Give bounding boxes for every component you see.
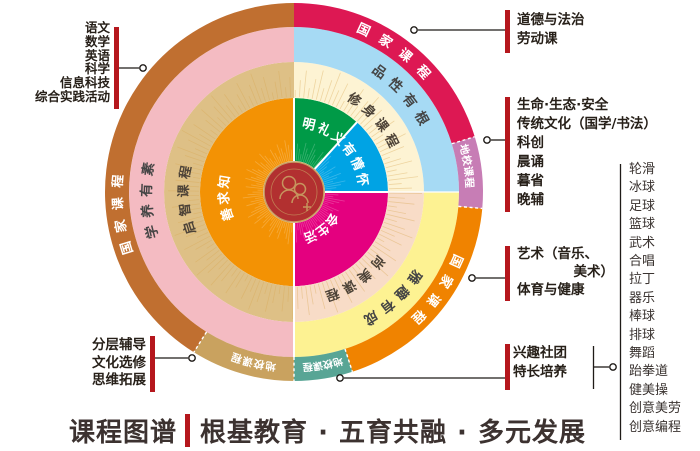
center-badge — [263, 161, 325, 223]
club-activity-item: 武术 — [629, 235, 656, 251]
callout-bar-national-left — [114, 27, 119, 109]
wheel-segment-course-groups — [164, 62, 294, 322]
callout-bar-school-right — [505, 97, 510, 212]
course-label: 兴趣社团 — [513, 345, 567, 361]
callout-national-subjects-top-right: 道德与法治 劳动课 — [517, 11, 585, 49]
wheel-segment-core-values — [314, 122, 388, 192]
course-label: 传统文化（国学/书法） — [517, 116, 657, 132]
poster-footer: 课程图谱 根基教育 · 五育共融 · 多元发展 — [69, 412, 586, 449]
club-activity-list: 轮滑冰球足球篮球武术合唱拉丁器乐棒球排球舞蹈跆拳道健美操创意美劳创意编程 — [629, 161, 681, 437]
wheel-segment-course-types — [193, 331, 294, 381]
wheel-segment-course-types — [451, 136, 483, 209]
sunburst-rays-inner — [242, 140, 346, 245]
callout-bar-school-left — [150, 336, 155, 392]
wheel-segment-course-types — [294, 3, 475, 144]
club-activity-item: 轮滑 — [629, 162, 656, 177]
segment-divider — [458, 205, 483, 210]
callout-connector-dot — [139, 64, 147, 72]
callout-connector-dot — [483, 136, 491, 144]
footer-title: 课程图谱 — [69, 418, 178, 448]
club-activity-item: 跆拳道 — [629, 364, 669, 380]
course-label: 文化选修 — [92, 354, 146, 371]
callout-bar-art-pe — [505, 246, 510, 301]
callout-connector-dot — [468, 274, 476, 282]
callout-connector-dot — [188, 354, 196, 362]
club-activity-item: 棒球 — [629, 309, 656, 325]
subject-label: 科学 — [84, 61, 110, 77]
club-activity-item: 篮球 — [629, 217, 656, 233]
callout-art-pe: 艺术（音乐、美术） 体育与健康 — [517, 245, 614, 299]
club-activity-item: 健美操 — [629, 382, 669, 398]
course-label: 晨诵 — [517, 154, 544, 170]
subject-label: 道德与法治 — [517, 12, 585, 28]
segment-divider — [344, 348, 354, 372]
club-activity-item: 创意编程 — [629, 419, 682, 435]
course-label: 分层辅导 — [92, 337, 146, 353]
wheel-segment-core-values — [200, 98, 294, 286]
club-activity-item: 足球 — [629, 198, 656, 214]
callout-connector-dot — [609, 363, 617, 371]
footer-slogan: 根基教育 · 五育共融 · 多元发展 — [200, 418, 586, 448]
subject-label: 艺术（音乐、 — [517, 246, 598, 262]
segment-divider — [451, 136, 475, 145]
subject-label: 数学 — [84, 33, 110, 49]
wheel-segment-mottos — [294, 27, 459, 192]
footer-divider-bar — [185, 414, 191, 447]
club-activity-item: 拉丁 — [629, 272, 656, 288]
course-label: 暮省 — [517, 173, 544, 189]
wheel-segment-label: 善求知 — [216, 172, 238, 223]
wheel-segment-course-types — [105, 3, 294, 353]
course-label: 特长培养 — [513, 364, 567, 380]
wheel-segment-course-types — [344, 206, 483, 372]
subject-label: 语文 — [84, 20, 110, 35]
wheel-segment-mottos — [294, 192, 459, 357]
wheel-segment-course-groups — [294, 192, 424, 322]
course-label: 科创 — [517, 135, 544, 151]
wheel-segment-course-types — [294, 348, 353, 381]
callout-bar-clubs — [505, 344, 510, 390]
course-label: 晚辅 — [517, 192, 544, 208]
callout-national-subjects-left: 语文 数学 英语 科学 信息科技 综合实践活动 — [35, 21, 110, 104]
segment-divider — [313, 121, 358, 170]
sunburst-rays — [168, 70, 422, 319]
subject-label: 信息科技 — [59, 75, 110, 91]
subject-label: 美术） — [573, 264, 615, 280]
wheel-segment-core-values — [294, 192, 388, 286]
callout-school-courses-left: 分层辅导 文化选修 思维拓展 — [92, 337, 146, 390]
subject-label: 体育与健康 — [517, 282, 585, 298]
club-activity-item: 舞蹈 — [629, 346, 656, 362]
callout-bar-national-top-right — [505, 10, 510, 53]
club-activity-item: 冰球 — [629, 180, 656, 196]
wheel-segment-course-groups — [294, 62, 424, 192]
subject-label: 英语 — [84, 47, 110, 63]
course-label: 生命·生态·安全 — [517, 97, 609, 113]
course-label: 思维拓展 — [92, 372, 146, 388]
callout-school-courses-right: 生命·生态·安全传统文化（国学/书法） 科创晨诵暮省晚辅 — [517, 96, 657, 210]
club-activity-item: 合唱 — [629, 254, 656, 270]
club-activity-item: 器乐 — [629, 290, 656, 306]
wheel-segment-core-values — [294, 98, 357, 169]
wheel-segment-mottos — [129, 27, 294, 357]
callout-connector-dot — [336, 374, 344, 382]
club-activity-item: 创意美劳 — [629, 401, 682, 417]
family-figures-icon — [279, 175, 311, 211]
club-activity-item: 排球 — [629, 327, 656, 343]
subject-label: 综合实践活动 — [34, 88, 110, 104]
subject-label: 劳动课 — [517, 31, 558, 47]
callout-clubs: 兴趣社团 特长培养 — [513, 344, 567, 382]
callout-connector-dot — [410, 26, 418, 34]
segment-divider — [193, 331, 208, 353]
